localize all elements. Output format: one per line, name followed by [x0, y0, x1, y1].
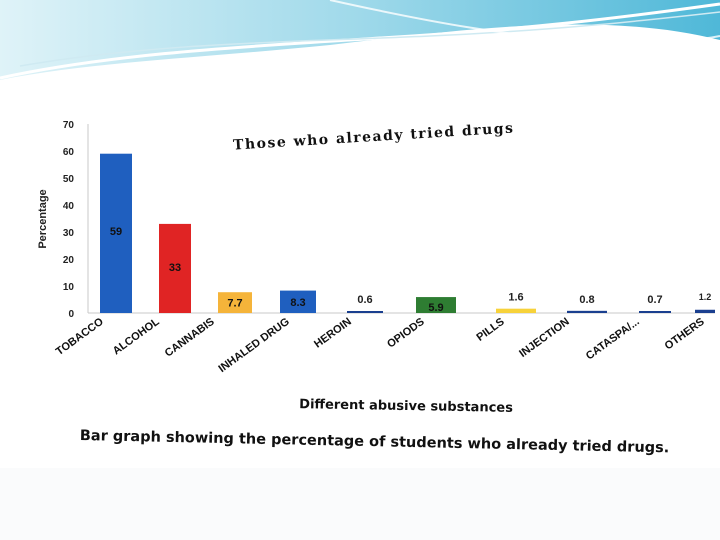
x-tick-label: PILLS [474, 316, 506, 344]
x-tick-label: HEROIN [312, 316, 354, 351]
bar-value-label: 59 [110, 226, 122, 238]
bar [280, 290, 316, 313]
bar-value-label: 7.7 [227, 298, 242, 310]
bar [639, 311, 671, 313]
bar [496, 308, 536, 313]
y-axis-label: Percentage [37, 189, 49, 248]
bar-value-label: 5.9 [428, 302, 443, 314]
bar-value-label: 0.8 [579, 294, 594, 306]
x-tick-label: OTHERS [663, 316, 707, 353]
bottom-band [0, 468, 720, 540]
y-tick-label: 50 [63, 174, 75, 185]
y-tick-label: 10 [63, 282, 75, 293]
bar [100, 153, 132, 313]
bar [695, 309, 715, 313]
bar [567, 310, 607, 313]
x-tick-label: INHALED DRUG [216, 316, 291, 375]
x-axis-label: Different abusive substances [299, 397, 513, 416]
bar-value-label: 0.6 [357, 294, 372, 306]
x-tick-label: CATASPA/... [584, 316, 642, 363]
x-tick-label: OPIODS [385, 316, 427, 351]
y-tick-label: 30 [63, 228, 75, 239]
x-tick-label: INJECTION [517, 316, 572, 360]
y-tick-label: 0 [68, 309, 74, 320]
bar [218, 292, 252, 313]
y-tick-label: 20 [63, 255, 75, 266]
x-tick-label: CANNABIS [163, 316, 217, 360]
chart-title: Those who already tried drugs [233, 120, 515, 153]
bar-value-label: 1.6 [508, 292, 523, 304]
y-tick-label: 60 [63, 147, 75, 158]
bar-value-label: 1.2 [699, 292, 712, 302]
x-tick-label: TOBACCO [54, 315, 106, 358]
bar-value-label: 8.3 [290, 297, 305, 309]
x-tick-label: ALCOHOL [111, 316, 162, 358]
y-tick-label: 70 [63, 120, 75, 131]
bar-value-label: 33 [169, 262, 181, 274]
bar [159, 223, 191, 313]
bar [416, 297, 456, 313]
y-tick-label: 40 [63, 201, 75, 212]
bar [347, 311, 383, 313]
bar-value-label: 0.7 [647, 294, 662, 306]
